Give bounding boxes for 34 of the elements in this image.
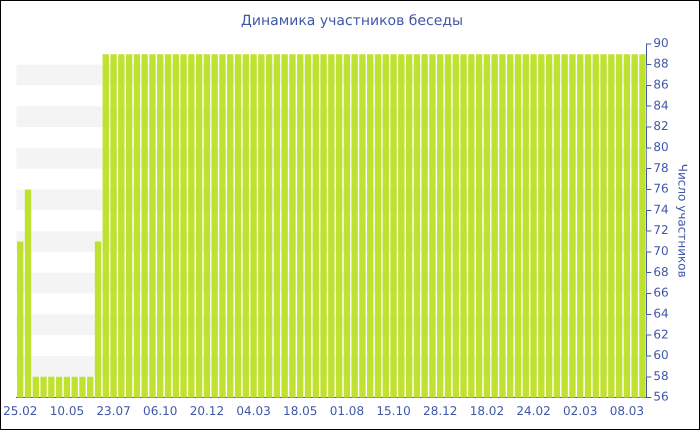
x-tick-label: 08.03	[610, 404, 644, 418]
y-tick-label: 56	[653, 390, 669, 404]
y-tick-label: 88	[653, 56, 669, 71]
y-tick-label: 78	[653, 160, 669, 175]
y-tick-label: 84	[653, 98, 669, 112]
y-tick-label: 80	[653, 140, 669, 154]
y-tick-label: 74	[653, 202, 669, 216]
x-tick-label: 24.02	[516, 404, 551, 418]
y-tick-label: 68	[653, 264, 669, 279]
y-tick-label: 62	[653, 327, 669, 342]
y-tick-label: 60	[653, 348, 669, 362]
y-tick-label: 76	[653, 182, 669, 196]
y-tick-label: 90	[653, 36, 669, 50]
x-tick-label: 02.03	[563, 404, 598, 418]
x-tick-label: 23.07	[96, 404, 131, 418]
y-tick-label: 70	[653, 244, 669, 258]
x-tick-label: 25.02	[3, 404, 38, 418]
y-tick-label: 82	[653, 119, 669, 134]
y-tick-label: 58	[653, 368, 669, 383]
y-tick-label: 64	[653, 306, 669, 320]
x-tick-label: 18.02	[470, 404, 504, 418]
x-tick-label: 04.03	[236, 404, 271, 418]
x-tick-label: 18.05	[283, 404, 318, 418]
x-tick-label: 20.12	[190, 404, 224, 418]
y-tick-label: 86	[653, 78, 669, 92]
y-tick-label: 72	[653, 223, 669, 238]
x-tick-label: 28.12	[423, 404, 458, 418]
x-tick-label: 01.08	[330, 404, 364, 418]
x-tick-label: 06.10	[143, 404, 178, 418]
y-axis-title: Число участников	[676, 164, 690, 278]
x-tick-label: 15.10	[376, 404, 411, 418]
x-tick-label: 10.05	[50, 404, 84, 418]
chart-title: Динамика участников беседы	[240, 13, 464, 30]
y-tick-label: 66	[653, 286, 669, 300]
